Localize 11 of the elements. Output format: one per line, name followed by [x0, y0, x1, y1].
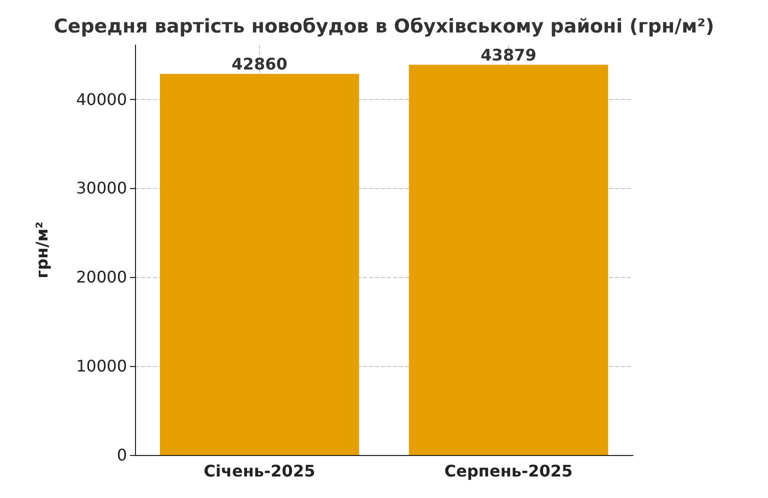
data-label: 43879 [480, 45, 536, 64]
y-tick-label: 40000 [76, 90, 127, 109]
y-tick-label: 0 [116, 446, 127, 464]
y-tick-label: 30000 [76, 178, 127, 198]
x-tick-label: Січень-2025 [204, 462, 316, 480]
data-label: 42860 [232, 54, 288, 74]
chart-title: Середня вартість новобудов в Обухівському районі (грн/м²) [54, 16, 714, 38]
y-tick-label: 20000 [76, 268, 127, 287]
x-tick-label: Серпень-2025 [444, 462, 573, 480]
y-tick-label: 10000 [76, 356, 127, 376]
y-axis-title: грн/м² [32, 222, 52, 278]
